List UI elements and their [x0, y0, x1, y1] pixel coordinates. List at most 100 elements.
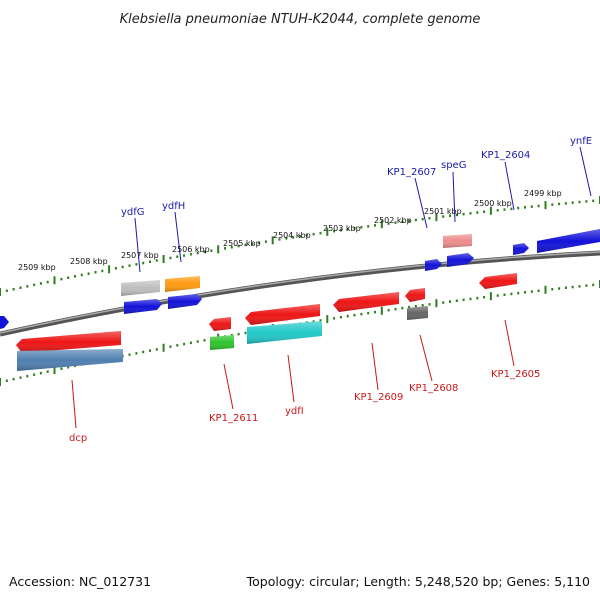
- scale-minor-tick: [149, 260, 151, 263]
- scale-minor-tick: [5, 289, 8, 292]
- gene-arrow[interactable]: [245, 304, 320, 325]
- scale-minor-tick: [101, 269, 104, 273]
- gene-label-kp1-2605[interactable]: KP1_2605: [491, 369, 540, 380]
- gene-arrow[interactable]: [537, 229, 600, 253]
- scale-minor-tick: [551, 203, 554, 206]
- gene-arrow[interactable]: [17, 349, 123, 371]
- gene-arrow-partial[interactable]: [0, 316, 9, 329]
- accession-text: Accession: NC_012731: [9, 574, 151, 589]
- scale-minor-tick: [251, 242, 254, 246]
- gene-arrow[interactable]: [405, 288, 425, 302]
- scale-minor-tick: [319, 319, 322, 322]
- gene-arrow[interactable]: [168, 294, 202, 309]
- label-leader-lines: [71, 146, 592, 429]
- scale-minor-tick: [401, 306, 404, 310]
- scale-minor-tick: [19, 286, 22, 289]
- gene-arrow[interactable]: [124, 299, 162, 314]
- gene-arrow[interactable]: [479, 273, 517, 289]
- gene-label-kp1-2611[interactable]: KP1_2611: [209, 413, 258, 424]
- scale-minor-tick: [196, 251, 199, 255]
- scale-minor-tick: [33, 283, 36, 287]
- scale-minor-tick: [333, 229, 336, 233]
- scale-minor-tick: [12, 288, 15, 291]
- scale-minor-tick: [196, 340, 199, 343]
- scale-minor-tick: [462, 298, 465, 302]
- scale-minor-tick: [339, 228, 342, 232]
- genome-summary-text: Topology: circular; Length: 5,248,520 bp…: [246, 574, 590, 589]
- scale-minor-tick: [483, 296, 486, 299]
- scale-minor-tick: [517, 206, 520, 210]
- scale-minor-tick: [155, 348, 158, 351]
- scale-minor-tick: [176, 344, 179, 347]
- scale-minor-tick: [128, 264, 131, 267]
- scale-minor-tick: [564, 286, 567, 289]
- scale-minor-tick: [244, 331, 247, 335]
- scale-minor-tick: [346, 314, 349, 318]
- scale-minor-tick: [421, 304, 424, 307]
- scale-minor-tick: [564, 202, 567, 205]
- gene-arrow[interactable]: [407, 306, 428, 320]
- scale-minor-tick: [149, 349, 151, 352]
- scale-minor-tick: [189, 341, 192, 345]
- scale-tick-label: 2507 kbp: [121, 251, 159, 260]
- scale-tick-label: 2502 kbp: [374, 216, 412, 225]
- scale-minor-tick: [5, 379, 8, 382]
- scale-minor-tick: [442, 215, 445, 218]
- gene-label-ynfe[interactable]: ynfE: [570, 136, 592, 147]
- scale-minor-tick: [87, 272, 90, 275]
- scale-minor-tick: [503, 293, 506, 296]
- scale-minor-tick: [510, 207, 513, 211]
- scale-minor-tick: [551, 288, 554, 291]
- scale-tick-label: 2509 kbp: [18, 263, 56, 272]
- gene-label-ydfh[interactable]: ydfH: [162, 201, 185, 212]
- scale-minor-tick: [585, 200, 588, 203]
- scale-tick-label: 2500 kbp: [474, 199, 512, 208]
- scale-minor-tick: [176, 255, 179, 258]
- scale-major-tick: [435, 213, 438, 222]
- gene-label-speg[interactable]: speG: [441, 160, 466, 171]
- scale-minor-tick: [442, 301, 445, 304]
- gene-label-kp1-2607[interactable]: KP1_2607: [387, 167, 436, 178]
- scale-minor-tick: [94, 271, 97, 274]
- scale-minor-tick: [278, 238, 281, 241]
- scale-minor-tick: [360, 226, 363, 229]
- scale-minor-tick: [421, 217, 424, 221]
- gene-label-dcp[interactable]: dcp: [69, 433, 87, 444]
- gene-arrow[interactable]: [165, 276, 200, 292]
- gene-arrow[interactable]: [443, 234, 472, 248]
- gene-arrow[interactable]: [247, 321, 322, 344]
- gene-label-kp1-2608[interactable]: KP1_2608: [409, 383, 458, 394]
- gene-label-kp1-2609[interactable]: KP1_2609: [354, 392, 403, 403]
- scale-minor-tick: [169, 345, 172, 348]
- scale-major-tick: [544, 201, 547, 210]
- gene-label-ydfg[interactable]: ydfG: [121, 207, 145, 218]
- scale-major-tick: [162, 343, 165, 352]
- scale-major-tick: [380, 220, 383, 229]
- scale-minor-tick: [39, 282, 42, 285]
- gene-labels-top: ydfG ydfH KP1_2607 speG KP1_2604 ynfE: [121, 136, 592, 218]
- scale-minor-tick: [142, 261, 145, 265]
- scale-minor-tick: [203, 339, 206, 342]
- scale-major-tick: [53, 276, 56, 285]
- gene-arrow[interactable]: [209, 317, 231, 331]
- scale-minor-tick: [367, 225, 370, 228]
- gene-arrow[interactable]: [121, 280, 160, 296]
- scale-minor-tick: [114, 267, 117, 270]
- gene-arrow[interactable]: [425, 259, 442, 271]
- scale-minor-tick: [299, 235, 301, 238]
- gene-arrow[interactable]: [447, 253, 474, 267]
- scale-minor-tick: [224, 247, 226, 250]
- scale-minor-tick: [537, 204, 540, 208]
- scale-minor-tick: [319, 231, 322, 235]
- gene-label-kp1-2604[interactable]: KP1_2604: [481, 150, 530, 161]
- gene-arrow[interactable]: [210, 335, 234, 350]
- scale-minor-tick: [135, 352, 138, 355]
- scale-minor-tick: [210, 249, 213, 252]
- scale-track-top: [0, 196, 600, 296]
- gene-label-ydfi[interactable]: ydfI: [285, 406, 304, 417]
- scale-minor-tick: [578, 200, 581, 204]
- scale-minor-tick: [237, 244, 240, 248]
- gene-arrow[interactable]: [513, 243, 529, 255]
- scale-minor-tick: [374, 310, 376, 314]
